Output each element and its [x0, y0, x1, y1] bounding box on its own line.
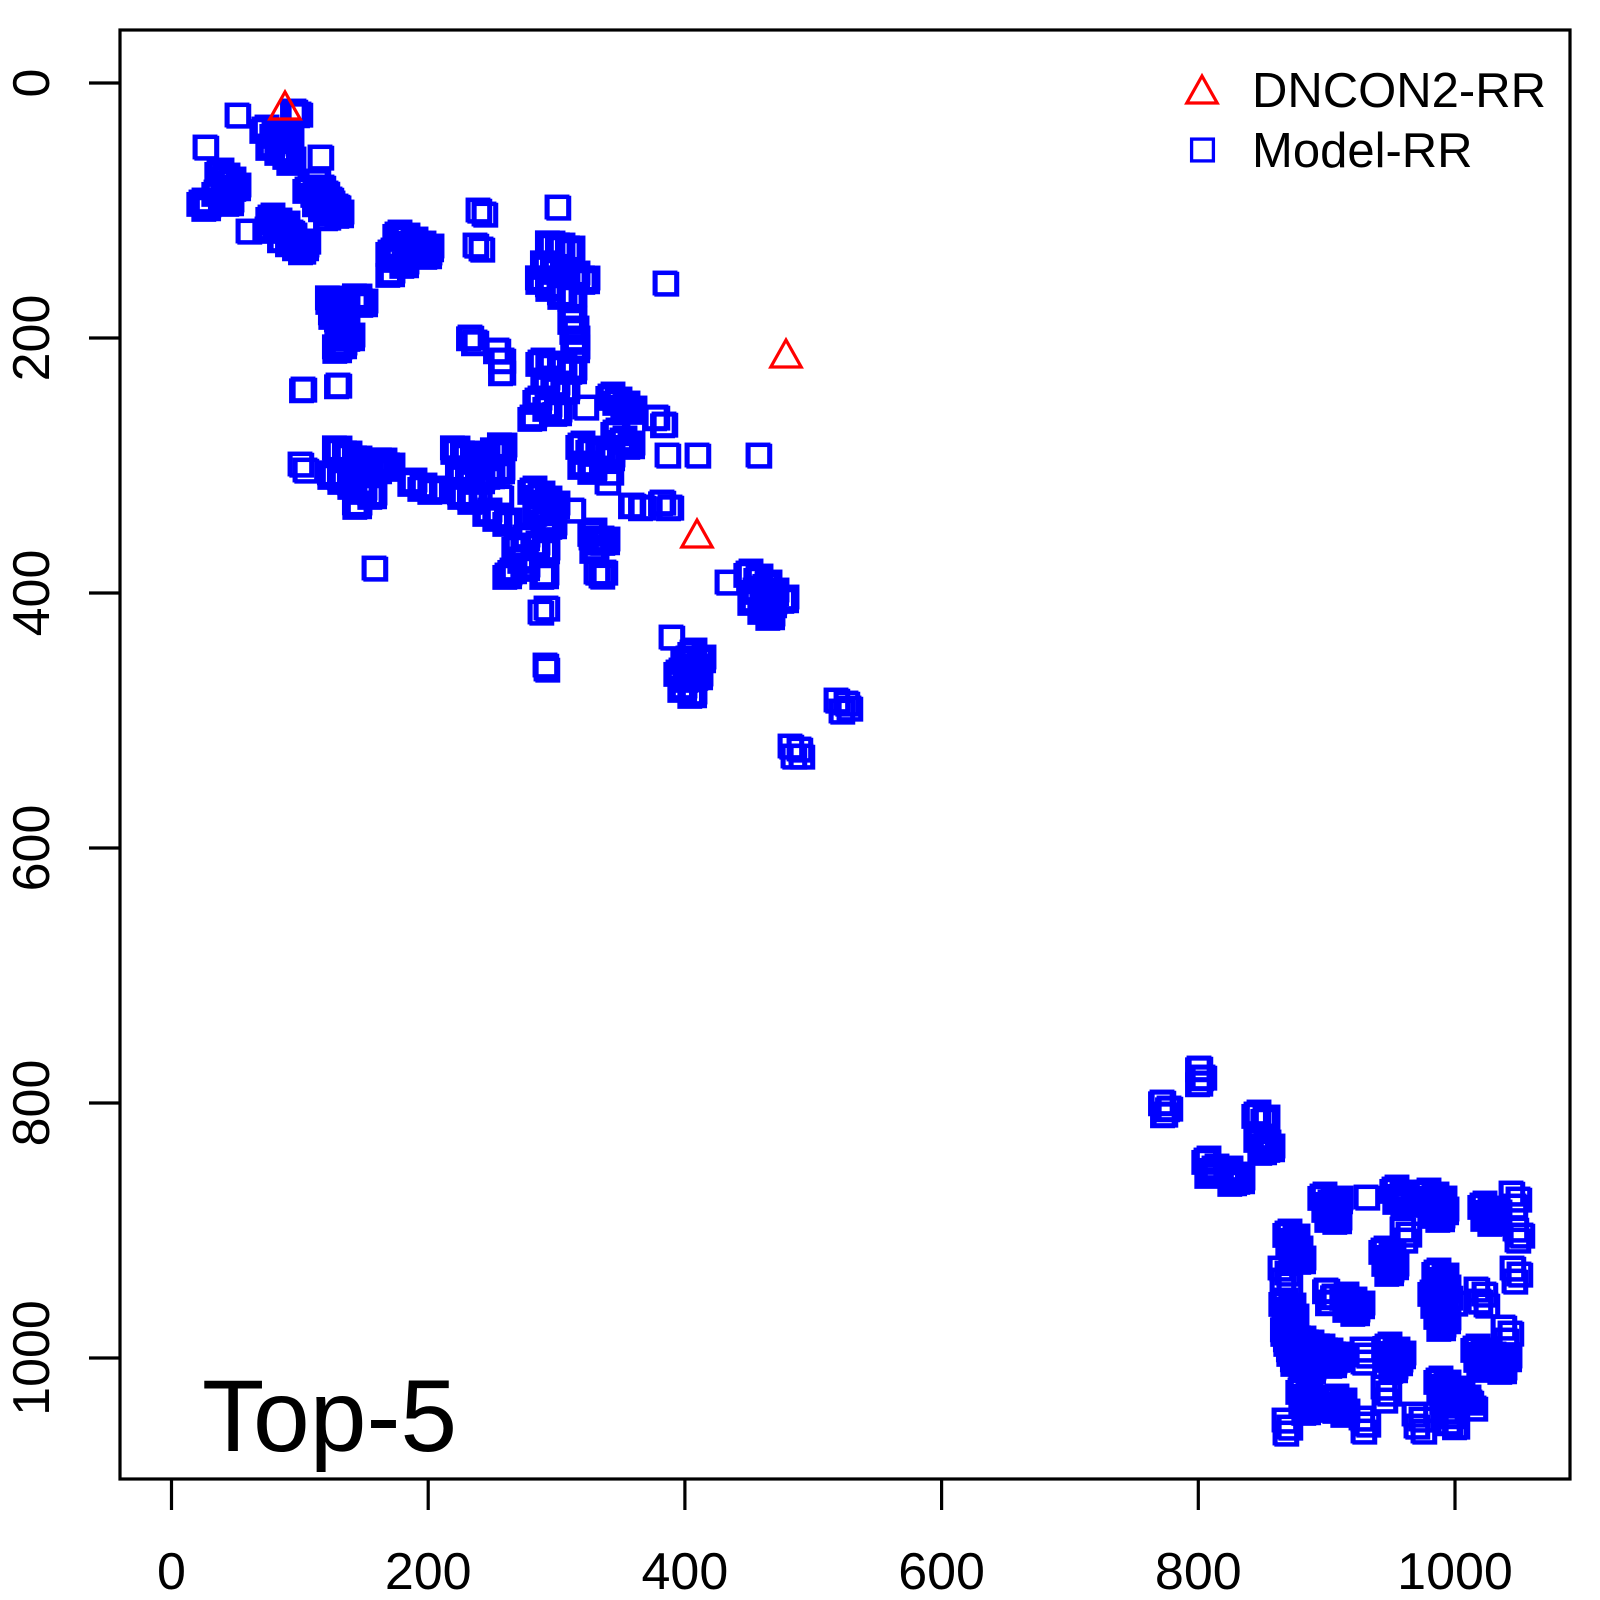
svg-text:0: 0: [157, 1543, 186, 1600]
svg-text:400: 400: [3, 550, 61, 637]
svg-text:800: 800: [3, 1060, 61, 1147]
svg-text:Top-5: Top-5: [202, 1359, 457, 1473]
svg-text:800: 800: [1155, 1543, 1242, 1600]
svg-text:DNCON2-RR: DNCON2-RR: [1252, 64, 1546, 118]
svg-text:200: 200: [3, 295, 61, 382]
svg-text:600: 600: [898, 1543, 985, 1600]
svg-text:1000: 1000: [1397, 1543, 1513, 1600]
svg-text:600: 600: [3, 805, 61, 892]
svg-text:0: 0: [3, 69, 61, 98]
svg-text:Model-RR: Model-RR: [1252, 124, 1473, 178]
svg-text:1000: 1000: [3, 1300, 61, 1416]
svg-text:200: 200: [385, 1543, 472, 1600]
svg-text:400: 400: [642, 1543, 729, 1600]
